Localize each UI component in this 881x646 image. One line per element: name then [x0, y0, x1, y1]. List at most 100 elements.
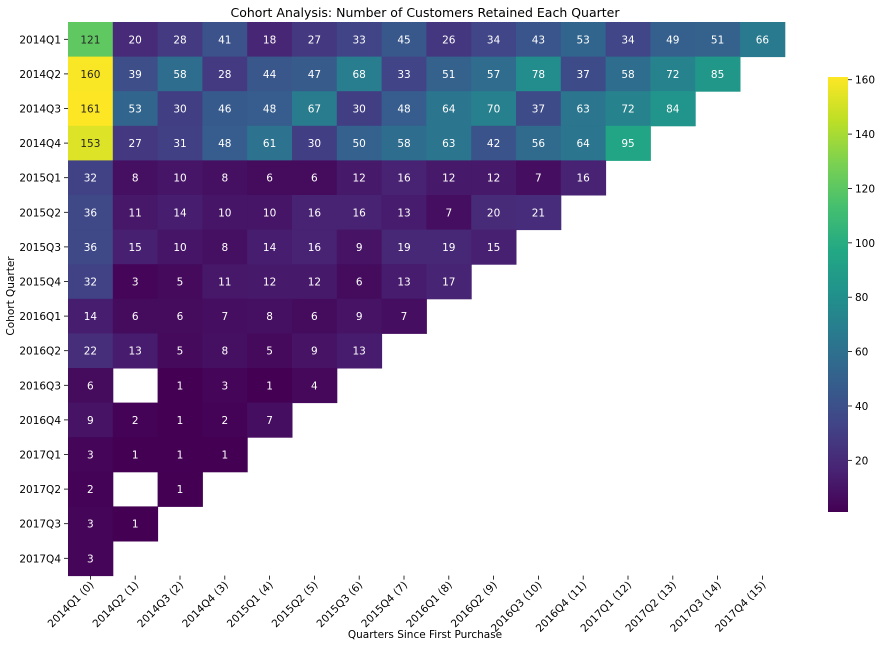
heatmap-cell	[202, 368, 248, 404]
heatmap-cell	[471, 22, 517, 58]
chart-title: Cohort Analysis: Number of Customers Ret…	[230, 5, 620, 20]
cell-value-label: 5	[177, 277, 184, 289]
heatmap-cell	[426, 229, 472, 265]
y-tick-label: 2015Q4	[19, 277, 61, 289]
heatmap-cell	[112, 264, 159, 300]
heatmap-cell	[471, 91, 517, 127]
heatmap-cell	[202, 402, 248, 438]
cell-value-label: 33	[353, 34, 366, 46]
heatmap-cell	[516, 22, 562, 58]
cell-value-label: 16	[308, 207, 322, 219]
cell-value-label: 11	[129, 207, 142, 219]
heatmap-cell	[650, 22, 696, 58]
cell-value-label: 9	[356, 242, 363, 254]
heatmap-cell	[68, 333, 114, 369]
heatmap-cell	[381, 298, 427, 334]
cell-value-label: 2	[221, 415, 228, 427]
heatmap-cell	[292, 160, 338, 196]
cell-value-label: 18	[263, 34, 276, 46]
heatmap-cell	[336, 125, 383, 161]
colorbar-tick-label: 160	[855, 75, 875, 87]
heatmap-cell	[381, 22, 427, 58]
cell-value-label: 14	[173, 207, 187, 219]
heatmap-cell	[381, 91, 427, 127]
cell-value-label: 13	[397, 277, 410, 289]
heatmap-cell	[381, 125, 427, 161]
heatmap-cell	[157, 91, 203, 127]
cell-value-label: 63	[442, 138, 455, 150]
cell-value-label: 20	[487, 207, 500, 219]
cell-value-label: 28	[218, 69, 231, 81]
x-tick-label: 2016Q1 (8)	[404, 579, 455, 630]
heatmap-cell	[516, 195, 562, 231]
cell-value-label: 66	[756, 34, 770, 46]
cell-value-label: 72	[621, 104, 634, 116]
cell-value-label: 21	[532, 207, 545, 219]
heatmap-cell	[157, 471, 203, 507]
colorbar-tick-label: 60	[855, 347, 868, 359]
cell-value-label: 27	[308, 34, 321, 46]
heatmap-cell	[426, 264, 472, 300]
cell-value-label: 8	[221, 346, 228, 358]
y-tick-label: 2014Q3	[19, 104, 61, 116]
heatmap-cell	[202, 125, 248, 161]
heatmap-cell	[605, 91, 651, 127]
y-tick-label: 2015Q2	[19, 207, 61, 219]
cell-value-label: 10	[218, 207, 231, 219]
heatmap-cell	[68, 264, 114, 300]
heatmap-cell	[381, 264, 427, 300]
cell-value-label: 9	[356, 311, 363, 323]
cell-value-label: 6	[132, 311, 139, 323]
cell-value-label: 51	[711, 34, 724, 46]
y-tick-label: 2016Q4	[19, 415, 61, 427]
heatmap-cell	[292, 368, 338, 404]
cell-value-label: 1	[132, 519, 139, 531]
heatmap-cell	[336, 22, 383, 58]
cell-value-label: 61	[263, 138, 276, 150]
heatmap-cell	[336, 91, 383, 127]
cell-value-label: 13	[129, 346, 142, 358]
heatmap-cell	[560, 125, 607, 161]
heatmap-cell	[381, 56, 427, 92]
cell-value-label: 42	[487, 138, 500, 150]
colorbar-tick-label: 140	[855, 129, 875, 141]
cell-value-label: 45	[397, 34, 410, 46]
cell-value-label: 70	[487, 104, 500, 116]
cell-value-label: 19	[442, 242, 455, 254]
cell-value-label: 30	[173, 104, 186, 116]
cell-value-label: 1	[177, 484, 184, 496]
heatmap-cell	[426, 125, 472, 161]
heatmap-cell	[381, 229, 427, 265]
cell-value-label: 30	[308, 138, 321, 150]
cell-value-label: 34	[621, 34, 635, 46]
heatmap-cell	[247, 264, 293, 300]
cell-value-label: 64	[577, 138, 591, 150]
cell-value-label: 58	[397, 138, 410, 150]
y-tick-label: 2016Q3	[19, 380, 61, 392]
cell-value-label: 49	[666, 34, 679, 46]
cell-value-label: 16	[308, 242, 322, 254]
cell-value-label: 6	[266, 173, 273, 185]
cell-value-label: 3	[221, 380, 228, 392]
cell-value-label: 43	[532, 34, 545, 46]
heatmap-cell	[247, 298, 293, 334]
heatmap-cell	[516, 160, 562, 196]
cell-value-label: 153	[80, 138, 100, 150]
heatmap-cell	[426, 160, 472, 196]
heatmap-cell	[68, 506, 114, 542]
heatmap-cell	[157, 402, 203, 438]
heatmap-cell	[68, 22, 114, 58]
heatmap-cell	[112, 160, 159, 196]
x-tick-label: 2015Q2 (5)	[270, 579, 321, 630]
cell-value-label: 84	[666, 104, 680, 116]
cell-value-label: 28	[173, 34, 186, 46]
cell-value-label: 85	[711, 69, 724, 81]
heatmap-cell	[560, 22, 607, 58]
heatmap-cell	[157, 56, 203, 92]
cell-value-label: 53	[577, 34, 590, 46]
heatmap-cell	[292, 298, 338, 334]
column-labels: 2014Q1 (0)2014Q2 (1)2014Q3 (2)2014Q4 (3)…	[46, 575, 769, 635]
cell-value-label: 7	[266, 415, 273, 427]
x-tick-label: 2015Q4 (7)	[359, 579, 410, 630]
cell-value-label: 33	[397, 69, 410, 81]
